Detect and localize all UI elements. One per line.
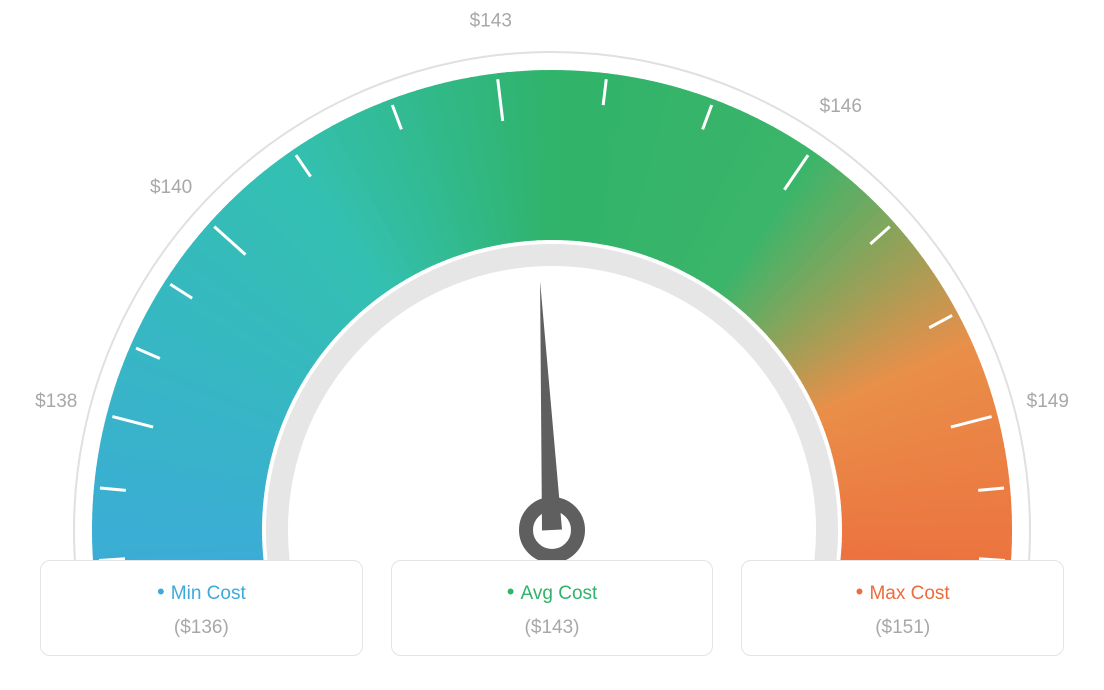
svg-text:$140: $140 <box>150 177 192 198</box>
avg-cost-value: ($143) <box>402 617 703 639</box>
svg-text:$146: $146 <box>820 96 862 117</box>
gauge-chart: $136$138$140$143$146$149$151 <box>0 0 1104 560</box>
max-cost-value: ($151) <box>752 617 1053 639</box>
avg-cost-card: Avg Cost ($143) <box>391 560 714 656</box>
max-cost-title: Max Cost <box>752 579 1053 605</box>
summary-cards: Min Cost ($136) Avg Cost ($143) Max Cost… <box>0 560 1104 686</box>
gauge-needle <box>540 281 562 530</box>
max-cost-card: Max Cost ($151) <box>741 560 1064 656</box>
svg-text:$143: $143 <box>470 11 512 32</box>
min-cost-card: Min Cost ($136) <box>40 560 363 656</box>
svg-text:$149: $149 <box>1027 391 1069 412</box>
min-cost-title: Min Cost <box>51 579 352 605</box>
svg-text:$138: $138 <box>35 391 77 412</box>
avg-cost-title: Avg Cost <box>402 579 703 605</box>
min-cost-value: ($136) <box>51 617 352 639</box>
gauge-svg: $136$138$140$143$146$149$151 <box>0 0 1104 560</box>
